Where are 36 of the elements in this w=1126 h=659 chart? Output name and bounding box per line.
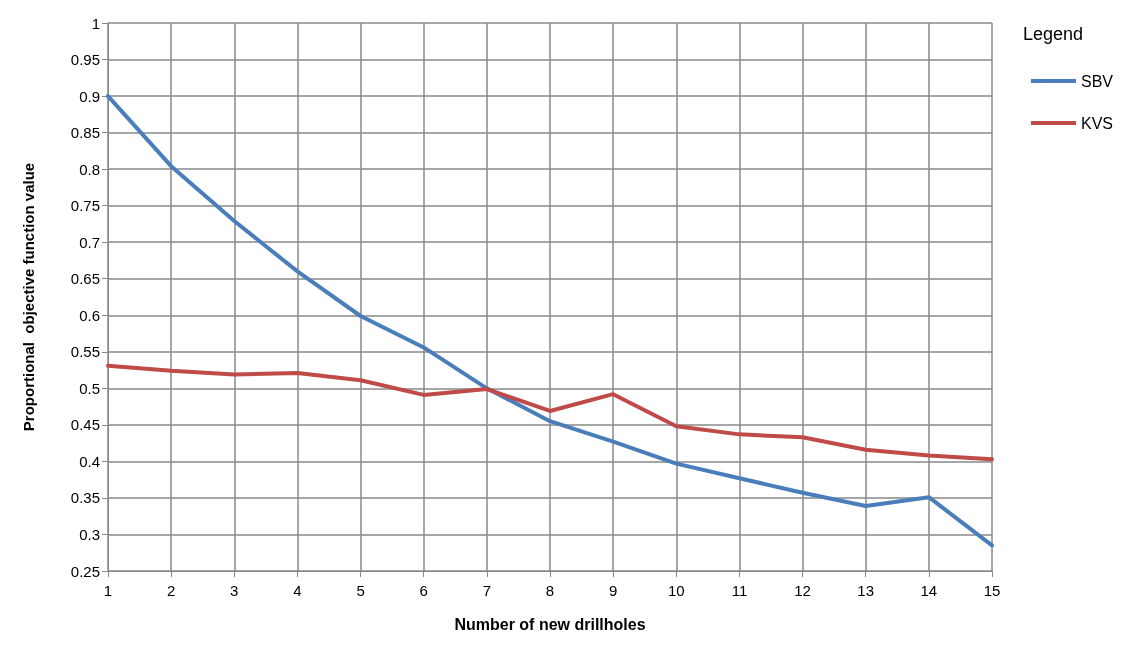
x-axis-title: Number of new drillholes — [454, 615, 646, 633]
y-tick-label: 0.55 — [70, 343, 100, 361]
y-tick-label: 0.75 — [70, 197, 100, 215]
y-tick-label: 0.9 — [79, 87, 100, 105]
y-tick-label: 0.45 — [70, 416, 100, 434]
y-tick-label: 0.85 — [70, 124, 100, 142]
y-tick-label: 0.35 — [70, 489, 100, 507]
x-tick-label: 12 — [794, 582, 811, 599]
x-tick-label: 11 — [731, 582, 748, 599]
x-tick-label: 1 — [103, 582, 113, 599]
x-tick-label: 14 — [920, 582, 938, 599]
x-tick-label: 6 — [419, 582, 428, 599]
y-tick-label: 0.95 — [70, 51, 100, 69]
x-tick-label: 8 — [545, 582, 555, 599]
y-tick-label: 0.3 — [79, 525, 100, 543]
x-tick-label: 5 — [356, 582, 365, 599]
y-tick-label: 0.8 — [79, 160, 100, 178]
x-tick-label: 15 — [983, 582, 1001, 599]
y-tick-label: 0.7 — [79, 233, 100, 251]
y-tick-label: 0.5 — [79, 379, 100, 397]
x-tick-label: 4 — [293, 582, 302, 599]
x-tick-label: 2 — [166, 582, 176, 599]
x-tick-label: 7 — [482, 582, 492, 599]
x-tick-label: 3 — [230, 582, 239, 599]
x-tick-label: 9 — [608, 582, 618, 599]
y-tick-label: 1 — [91, 14, 100, 32]
y-tick-label: 0.65 — [70, 270, 100, 288]
legend-label: SBV — [1080, 72, 1114, 90]
y-tick-label: 0.6 — [79, 306, 100, 324]
x-tick-label: 10 — [667, 582, 685, 599]
legend-label: KVS — [1080, 114, 1113, 132]
legend-title: Legend — [1022, 24, 1084, 44]
y-tick-label: 0.4 — [79, 452, 100, 470]
x-tick-label: 13 — [857, 582, 875, 599]
y-axis-title: Proportional objective function value — [20, 162, 37, 432]
y-tick-label: 0.25 — [70, 562, 100, 580]
